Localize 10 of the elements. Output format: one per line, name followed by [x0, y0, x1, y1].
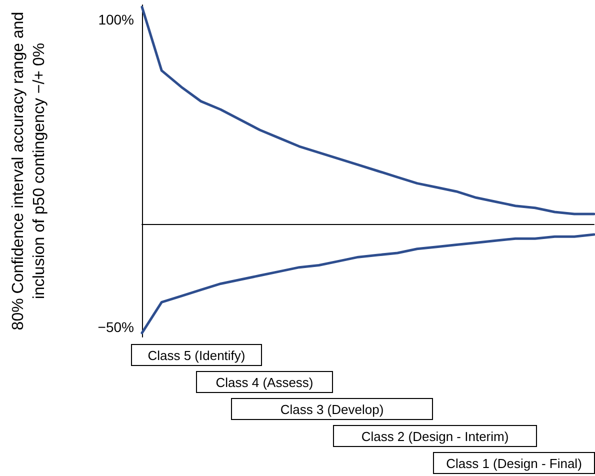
- y-tick-label: 100%: [98, 11, 134, 28]
- y-tick-label: −50%: [98, 318, 134, 335]
- text: Class 1 (Design - Final): [433, 452, 595, 474]
- line-series: [140, 6, 595, 216]
- text: Class 2 (Design - Interim): [333, 425, 537, 447]
- text: Class 5 (Identify): [131, 344, 262, 366]
- text: Class 4 (Assess): [196, 371, 333, 393]
- y-axis-title: 80% Confidence interval accuracy range and inclusion of p50 contingency −/+ 0%: [10, 12, 48, 330]
- text: Class 3 (Develop): [231, 398, 433, 420]
- line-series: [140, 233, 595, 334]
